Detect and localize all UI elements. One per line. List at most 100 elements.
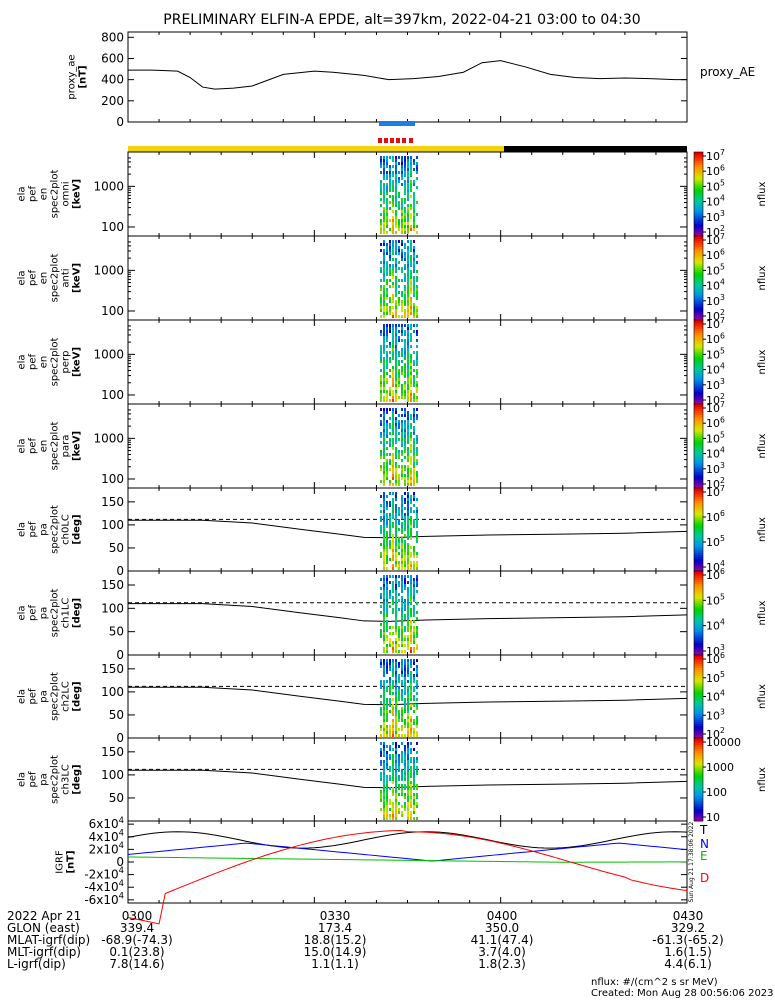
pitch-angle-ch0lc-colorbar-swatch <box>694 558 703 562</box>
pitch-angle-ch3lc-colorbar-swatch <box>694 767 703 770</box>
spectrogram-para-pixel <box>410 444 412 447</box>
pitch-angle-ch0lc-pixel <box>392 507 394 510</box>
pitch-angle-ch1lc-colorbar-tick-label: 105 <box>706 592 725 607</box>
spectrogram-anti-colorbar-swatch <box>694 263 703 266</box>
pitch-angle-ch2lc-colorbar-swatch <box>694 706 703 710</box>
pitch-angle-ch0lc-colorbar-swatch <box>694 527 703 530</box>
pitch-angle-ch0lc-pixel <box>407 519 409 522</box>
spectrogram-anti-pixel <box>413 291 415 294</box>
pitch-angle-ch1lc-ytick-label: 150 <box>101 578 124 592</box>
pitch-angle-ch1lc-pixel <box>398 599 400 602</box>
footer-row-value: 173.4 <box>318 921 352 935</box>
pitch-angle-ch2lc-colorbar-swatch <box>694 735 703 739</box>
spectrogram-perp-pixel <box>392 357 394 360</box>
spectrogram-para-colorbar-swatch <box>694 406 703 409</box>
pitch-angle-ch0lc-pixel <box>410 501 412 504</box>
spectrogram-perp-pixel <box>383 351 385 354</box>
nflux-units-note: nflux: #/(cm^2 s sr MeV) <box>591 977 718 988</box>
pitch-angle-ch3lc-colorbar-swatch <box>694 779 703 783</box>
spectrogram-para-pixel <box>413 426 415 429</box>
spectrogram-para-pixel <box>392 459 394 462</box>
pitch-angle-ch3lc-pixel <box>383 796 385 799</box>
pitch-angle-ch0lc-pixel <box>416 552 418 555</box>
pitch-angle-ch2lc-pixel <box>386 716 388 719</box>
spectrogram-para-pixel <box>392 474 394 477</box>
spectrogram-anti-colorbar-swatch <box>694 278 703 281</box>
spectrogram-para-colorbar-tick-label: 107 <box>706 400 725 415</box>
pitch-angle-ch2lc-colorbar-swatch <box>694 723 703 727</box>
spectrogram-anti-pixel <box>383 273 385 276</box>
spectrogram-omni-pixel <box>386 216 388 219</box>
pitch-angle-ch1lc-pixel <box>410 599 412 602</box>
pitch-angle-ch1lc-pixel <box>389 632 391 635</box>
pitch-angle-ch2lc-pixel <box>386 731 388 734</box>
pitch-angle-ch0lc-colorbar-swatch <box>694 512 703 516</box>
spectrogram-para-pixel <box>395 450 397 453</box>
spectrogram-anti-pixel <box>389 273 391 276</box>
spectrogram-perp-pixel <box>413 396 415 399</box>
pitch-angle-ch1lc-pixel <box>380 596 382 599</box>
spectrogram-anti-pixel <box>386 288 388 291</box>
spectrogram-para-colorbar-swatch <box>694 450 703 453</box>
pitch-angle-ch1lc-pixel <box>380 635 382 638</box>
pitch-angle-ch2lc-colorbar-swatch <box>694 679 703 683</box>
spectrogram-para-colorbar-swatch <box>694 439 703 443</box>
spectrogram-anti-pixel <box>395 303 397 306</box>
spectrogram-omni-colorbar-swatch <box>694 158 703 161</box>
pitch-angle-ch0lc-pixel <box>407 564 409 567</box>
pitch-angle-ch2lc-colorbar-swatch <box>694 702 703 706</box>
panels-group: 0200400600800proxy_AEproxy_ae[nT]1001000… <box>7 30 768 971</box>
spectrogram-perp-colorbar-swatch <box>694 376 703 380</box>
spectrogram-para-pixel <box>413 411 415 414</box>
pitch-angle-ch3lc-pixel <box>401 814 403 817</box>
spectrogram-anti-ylabel: elapefenspec2plotanti[keV] <box>17 254 83 303</box>
spectrogram-omni-pixel <box>383 165 385 168</box>
pitch-angle-ch0lc-colorbar-swatch <box>694 539 703 543</box>
spectrogram-para-pixel <box>389 483 391 486</box>
pitch-angle-ch0lc-colorbar-swatch <box>694 548 703 551</box>
spectrogram-anti-pixel <box>401 252 403 255</box>
pitch-angle-ch0lc-pixel <box>407 534 409 537</box>
spectrogram-omni-pixel <box>413 222 415 225</box>
igrf-legend-e: E <box>700 849 708 863</box>
pitch-angle-ch3lc-pixel <box>383 745 385 748</box>
spectrogram-para-pixel <box>404 414 406 417</box>
spectrogram-omni-colorbar-swatch <box>694 229 703 233</box>
pitch-angle-ch3lc-colorbar-swatch <box>694 810 703 814</box>
spectrogram-para-pixel <box>413 432 415 435</box>
spectrogram-omni-pixel <box>380 162 382 165</box>
pitch-angle-ch3lc-pixel <box>389 814 391 817</box>
pitch-angle-ch3lc-pixel <box>380 796 382 799</box>
spectrogram-perp-pixel <box>383 384 385 387</box>
pitch-angle-ch0lc-pixel <box>395 546 397 549</box>
pitch-angle-ch1lc-pixel <box>401 605 403 608</box>
spectrogram-omni-pixel <box>392 186 394 189</box>
spectrogram-perp-pixel <box>392 384 394 387</box>
spectrogram-anti-pixel <box>407 285 409 288</box>
pitch-angle-ch2lc-colorbar-swatch <box>694 711 703 714</box>
spectrogram-omni-pixel <box>413 216 415 219</box>
spectrogram-para-pixel <box>401 414 403 417</box>
pitch-angle-ch0lc-pixel <box>386 501 388 504</box>
pitch-angle-ch2lc-pixel <box>416 686 418 689</box>
footer-row-value: 15.0(14.9) <box>304 945 367 959</box>
spectrogram-perp-pixel <box>392 378 394 381</box>
spectrogram-para-pixel <box>410 477 412 480</box>
pitch-angle-ch1lc-pixel <box>407 617 409 620</box>
pitch-angle-ch1lc-pixel <box>398 608 400 611</box>
proxy-ae-ytick-label: 600 <box>101 51 124 65</box>
pitch-angle-ch0lc-pixel <box>392 504 394 507</box>
pitch-angle-ch0lc-pixel <box>407 546 409 549</box>
pitch-angle-ch0lc-colorbar-swatch <box>694 562 703 566</box>
pitch-angle-ch0lc-pixel <box>380 516 382 519</box>
spectrogram-para-colorbar-swatch <box>694 464 703 468</box>
pitch-angle-ch3lc-pixel <box>407 790 409 793</box>
pitch-angle-ch3lc-colorbar-swatch <box>694 771 703 774</box>
pitch-angle-ch1lc-pixel <box>386 584 388 587</box>
pitch-angle-ch3lc-pixel <box>404 760 406 763</box>
spectrogram-anti-colorbar-swatch <box>694 257 703 260</box>
spectrogram-anti-pixel <box>404 294 406 297</box>
spectrogram-para-pixel <box>410 414 412 417</box>
proxy-ae-line <box>128 60 687 90</box>
spectrogram-perp-pixel <box>398 336 400 339</box>
